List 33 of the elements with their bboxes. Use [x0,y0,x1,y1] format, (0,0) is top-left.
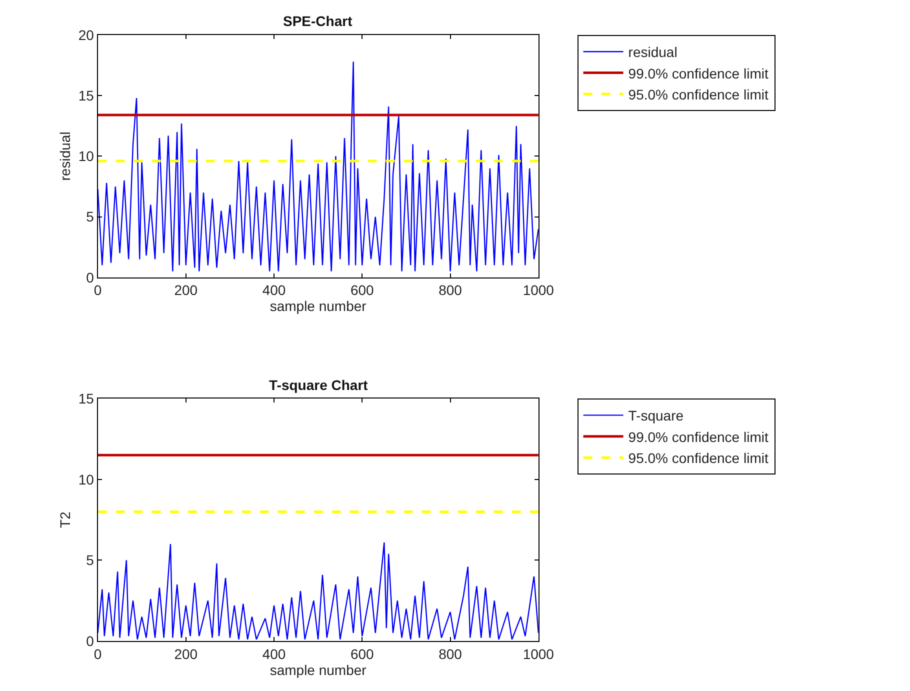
x-tick-label: 200 [174,646,198,662]
y-tick-label: 20 [78,26,94,43]
x-tick-label: 800 [438,282,462,298]
chart-title: T-square Chart [269,377,368,393]
y-tick-label: 0 [86,269,94,286]
legend-label: T-square [628,408,684,424]
y-axis-title: T2 [56,511,73,528]
y-tick-label: 0 [86,632,94,649]
legend-label: 95.0% confidence limit [628,450,768,466]
legend-label: residual [628,44,678,60]
x-tick-label: 200 [174,282,198,298]
legend-label: 99.0% confidence limit [628,428,768,445]
x-tick-label: 600 [350,282,374,298]
legend-label: 99.0% confidence limit [628,65,768,82]
line-series [98,542,538,640]
x-axis-title: sample number [270,662,367,678]
x-axis-title: sample number [270,298,367,314]
y-tick-label: 15 [78,88,94,104]
x-tick-label: 1000 [522,646,554,662]
chart-title: SPE-Chart [283,13,353,29]
x-tick-label: 400 [262,282,286,298]
y-axis-title: residual [56,132,73,181]
line-series [98,61,538,272]
x-tick-label: 600 [350,646,374,662]
y-tick-label: 15 [78,390,94,406]
x-tick-label: 800 [438,646,462,662]
x-tick-label: 400 [262,646,286,662]
y-tick-label: 10 [78,471,94,488]
y-tick-label: 10 [78,148,94,164]
y-tick-label: 5 [86,552,94,568]
legend-label: 95.0% confidence limit [628,86,768,102]
y-tick-label: 5 [86,208,94,225]
x-tick-label: 1000 [522,282,554,298]
